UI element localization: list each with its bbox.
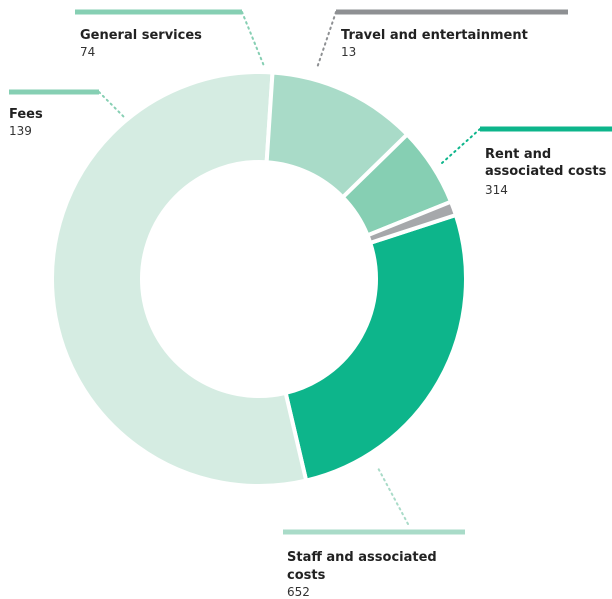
label-rent-value: 314 <box>485 183 508 197</box>
label-general-services: General services 74 <box>80 28 202 59</box>
label-fees-value: 139 <box>9 124 32 138</box>
label-staff-and-associated-costs: Staff and associated costs 652 <box>287 550 437 599</box>
callout-leader-travel-and-entertainment <box>316 11 337 69</box>
slice-staff-and-associated-costs <box>50 70 309 488</box>
callouts <box>9 9 612 535</box>
slice-rent-and-associated-costs <box>283 213 468 483</box>
callout-leader-rent-and-associated-costs <box>441 128 481 164</box>
callout-leader-fees <box>98 91 126 119</box>
label-travel-name: Travel and entertainment <box>341 28 528 43</box>
label-staff-name-line2: costs <box>287 568 326 583</box>
label-general-services-name: General services <box>80 28 202 43</box>
label-travel-and-entertainment: Travel and entertainment 13 <box>341 28 528 59</box>
callout-leader-general-services <box>241 11 265 67</box>
label-rent-name-line2: associated costs <box>485 164 607 179</box>
label-rent-and-associated-costs: Rent and associated costs 314 <box>485 147 607 197</box>
label-travel-value: 13 <box>341 45 356 59</box>
label-general-services-value: 74 <box>80 45 95 59</box>
donut-slices <box>50 70 468 488</box>
label-staff-name-line1: Staff and associated <box>287 550 437 565</box>
label-staff-value: 652 <box>287 585 310 599</box>
callout-leader-staff-and-associated-costs <box>377 467 409 525</box>
slice-travel-and-entertainment <box>365 199 458 245</box>
label-rent-name-line1: Rent and <box>485 147 551 162</box>
label-fees-name: Fees <box>9 107 43 122</box>
slice-labels: Rent and associated costs 314 Staff and … <box>9 28 607 599</box>
label-fees: Fees 139 <box>9 107 43 138</box>
